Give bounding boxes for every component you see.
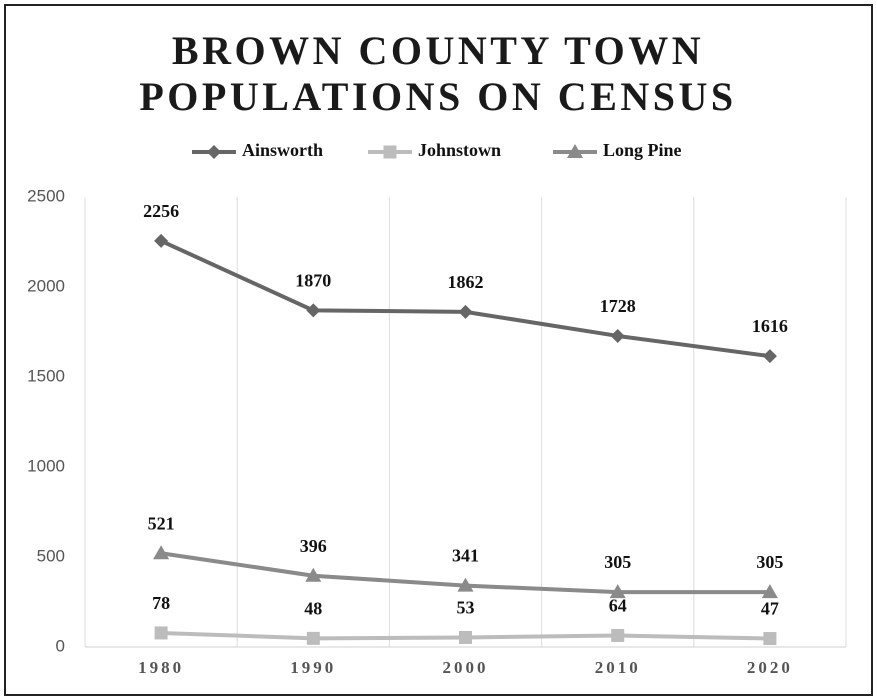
data-label: 1616 — [752, 316, 788, 336]
data-label: 64 — [609, 596, 627, 616]
data-point — [153, 545, 170, 560]
x-tick-label: 1980 — [138, 658, 184, 677]
x-tick-label: 2000 — [443, 658, 489, 677]
data-label: 2256 — [143, 201, 179, 221]
x-tick-label: 2010 — [595, 658, 641, 677]
data-point — [458, 304, 473, 319]
data-point — [306, 631, 320, 645]
series-line — [160, 239, 771, 359]
data-point — [154, 626, 168, 640]
data-label: 47 — [761, 599, 779, 619]
data-label: 1862 — [448, 272, 484, 292]
chart-frame — [4, 4, 873, 696]
legend-label: Johnstown — [418, 140, 501, 160]
chart-title: BROWN COUNTY TOWN POPULATIONS ON CENSUS — [139, 28, 737, 119]
data-point — [305, 567, 322, 582]
data-point — [763, 632, 777, 646]
legend-label: Long Pine — [603, 140, 682, 160]
y-tick-label: 0 — [56, 636, 65, 655]
y-tick-label: 2000 — [27, 276, 65, 295]
data-label: 78 — [152, 593, 170, 613]
data-label: 53 — [457, 598, 475, 618]
data-point — [459, 630, 472, 644]
y-tick-label: 2500 — [27, 186, 65, 205]
y-tick-label: 1000 — [27, 456, 65, 475]
data-label: 305 — [756, 552, 783, 572]
data-label: 521 — [148, 513, 175, 533]
data-point — [761, 584, 778, 599]
data-label: 48 — [304, 598, 322, 618]
data-point — [762, 349, 777, 364]
data-label: 305 — [604, 552, 631, 572]
data-point — [154, 233, 169, 248]
data-label: 1728 — [600, 296, 636, 316]
data-point — [609, 584, 626, 599]
legend-marker — [567, 144, 583, 158]
data-label: 1870 — [295, 271, 331, 291]
data-label: 396 — [300, 536, 327, 556]
data-label: 341 — [452, 546, 479, 566]
legend-marker — [207, 145, 221, 159]
data-point — [610, 328, 625, 343]
x-tick-label: 1990 — [290, 658, 336, 677]
data-point — [306, 303, 321, 318]
data-point — [611, 628, 625, 642]
legend-label: Ainsworth — [242, 140, 323, 160]
y-tick-label: 1500 — [27, 366, 65, 385]
x-tick-label: 2020 — [747, 658, 793, 677]
y-tick-label: 500 — [37, 546, 65, 565]
legend-marker — [383, 145, 397, 159]
data-point — [457, 577, 474, 592]
